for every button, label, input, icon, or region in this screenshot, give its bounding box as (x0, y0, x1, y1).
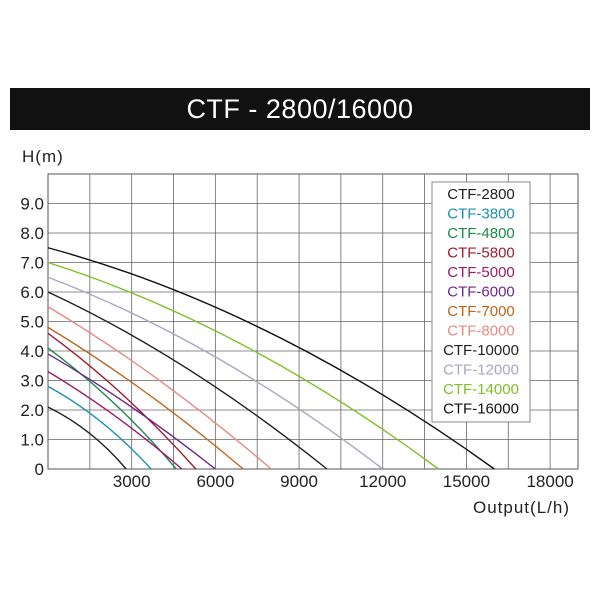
y-tick-label: 8.0 (20, 224, 44, 243)
y-tick-label: 1.0 (20, 431, 44, 450)
x-tick-label: 18000 (526, 472, 573, 491)
y-tick-label: 5.0 (20, 313, 44, 332)
curve-ctf-14000 (47, 261, 439, 470)
legend-entry: CTF-8000 (447, 323, 515, 340)
curve-ctf-7000 (47, 326, 244, 470)
legend-entry: CTF-5000 (447, 264, 515, 281)
chart-title: CTF - 2800/16000 (10, 88, 590, 130)
legend-entry: CTF-12000 (443, 362, 519, 379)
legend-entry: CTF-3800 (447, 206, 515, 223)
curves (47, 247, 495, 470)
legend-entry: CTF-16000 (443, 401, 519, 418)
curve-ctf-6000 (47, 353, 216, 470)
curve-ctf-2800 (47, 406, 127, 470)
y-tick-label: 9.0 (20, 195, 44, 214)
curve-ctf-16000 (47, 247, 495, 470)
curve-ctf-12000 (47, 276, 384, 470)
y-tick-label: 7.0 (20, 254, 44, 273)
y-tick-label: 0 (35, 460, 44, 479)
curve-ctf-8000 (47, 306, 272, 470)
curve-ctf-10000 (47, 291, 328, 470)
y-tick-label: 3.0 (20, 372, 44, 391)
x-tick-label: 3000 (113, 472, 151, 491)
x-tick-label: 15000 (443, 472, 490, 491)
legend-entry: CTF-5800 (447, 245, 515, 262)
legend-entry: CTF-6000 (447, 284, 515, 301)
x-tick-label: 9000 (280, 472, 318, 491)
legend-entry: CTF-10000 (443, 342, 519, 359)
y-tick-label: 4.0 (20, 342, 44, 361)
curve-ctf-5000 (47, 371, 183, 470)
legend-entry: CTF-14000 (443, 381, 519, 398)
x-tick-label: 6000 (196, 472, 234, 491)
legend: CTF-2800 CTF-3800 CTF-4800 CTF-5800 CTF-5000… (431, 181, 531, 423)
curve-ctf-3800 (47, 385, 152, 470)
x-tick-label: 12000 (359, 472, 406, 491)
legend-entry: CTF-7000 (447, 303, 515, 320)
legend-entry: CTF-2800 (447, 186, 515, 203)
curve-ctf-5800 (47, 332, 197, 470)
axes: H(m) 0 1.0 2.0 3.0 4.0 5.0 6.0 7.0 8.0 9.0 3000 6000… (20, 147, 573, 517)
x-axis-label: Output(L/h) (473, 498, 570, 517)
y-axis-label: H(m) (22, 147, 64, 166)
legend-entry: CTF-4800 (447, 225, 515, 242)
legend-box (431, 181, 531, 423)
y-tick-label: 2.0 (20, 401, 44, 420)
y-tick-label: 6.0 (20, 283, 44, 302)
